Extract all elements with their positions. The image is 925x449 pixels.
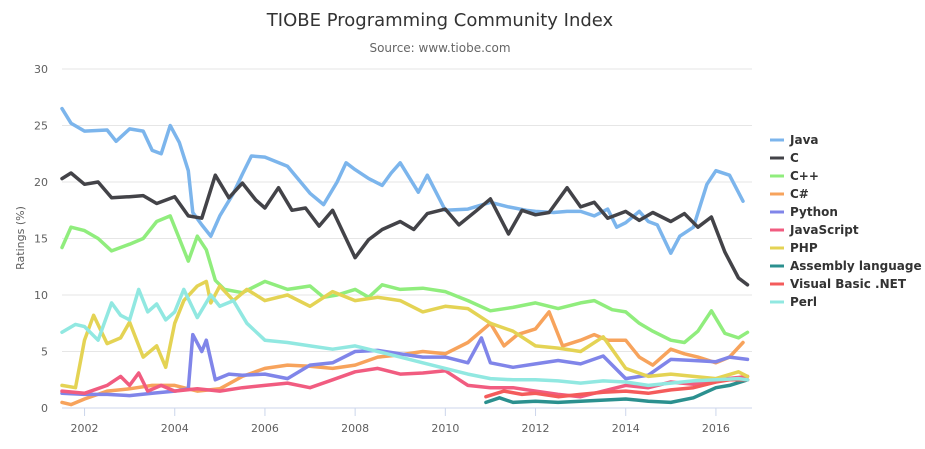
series-line-c-[interactable]: [60, 214, 750, 345]
y-tick-label: 30: [34, 63, 48, 76]
x-tick-label: 2012: [522, 422, 550, 435]
legend-item[interactable]: Java: [770, 133, 818, 147]
y-tick-label: 20: [34, 176, 48, 189]
legend-label: Python: [790, 205, 838, 219]
series-line-visual-basic-net[interactable]: [484, 378, 750, 399]
series-lines: [60, 106, 750, 407]
series-line-c-[interactable]: [60, 310, 745, 407]
legend-item[interactable]: Perl: [770, 295, 817, 309]
legend-label: C#: [790, 187, 809, 201]
legend-item[interactable]: JavaScript: [770, 223, 859, 237]
legend-label: Visual Basic .NET: [790, 277, 907, 291]
x-tick-label: 2016: [702, 422, 730, 435]
y-axis-title: Ratings (%): [14, 206, 27, 270]
legend-item[interactable]: Python: [770, 205, 838, 219]
y-tick-label: 25: [34, 120, 48, 133]
legend-label: C: [790, 151, 799, 165]
series-line-java[interactable]: [60, 106, 745, 255]
legend-item[interactable]: PHP: [770, 241, 818, 255]
legend-item[interactable]: C++: [770, 169, 819, 183]
y-tick-label: 5: [41, 346, 48, 359]
axes: 0 5 10 15 20 25 30 2002 2004 2006 2008 2010 2012 2014…: [34, 63, 730, 435]
x-tick-label: 2014: [612, 422, 640, 435]
legend-item[interactable]: C#: [770, 187, 809, 201]
series-line-javascript[interactable]: [60, 366, 750, 399]
series-line-assembly-language[interactable]: [484, 378, 750, 405]
legend-label: PHP: [790, 241, 818, 255]
x-tick-label: 2010: [431, 422, 459, 435]
legend-label: Assembly language: [790, 259, 922, 273]
legend-label: Java: [789, 133, 818, 147]
legend-label: Perl: [790, 295, 817, 309]
chart-title: TIOBE Programming Community Index: [266, 10, 614, 31]
legend-label: JavaScript: [789, 223, 859, 237]
x-tick-label: 2006: [251, 422, 279, 435]
legend: Java C C++ C# Python JavaScript PHP Assembly la…: [770, 133, 922, 309]
y-tick-label: 10: [34, 289, 48, 302]
x-tick-label: 2004: [161, 422, 189, 435]
legend-item[interactable]: Visual Basic .NET: [770, 277, 907, 291]
series-line-c[interactable]: [60, 171, 750, 287]
legend-item[interactable]: C: [770, 151, 799, 165]
gridlines: [62, 68, 752, 409]
series-line-php[interactable]: [60, 279, 750, 390]
x-tick-label: 2008: [341, 422, 369, 435]
legend-label: C++: [790, 169, 819, 183]
y-tick-label: 15: [34, 233, 48, 246]
y-tick-label: 0: [41, 402, 48, 415]
chart-subtitle: Source: www.tiobe.com: [369, 41, 510, 55]
x-tick-label: 2002: [71, 422, 99, 435]
series-line-perl[interactable]: [60, 287, 750, 388]
legend-item[interactable]: Assembly language: [770, 259, 922, 273]
